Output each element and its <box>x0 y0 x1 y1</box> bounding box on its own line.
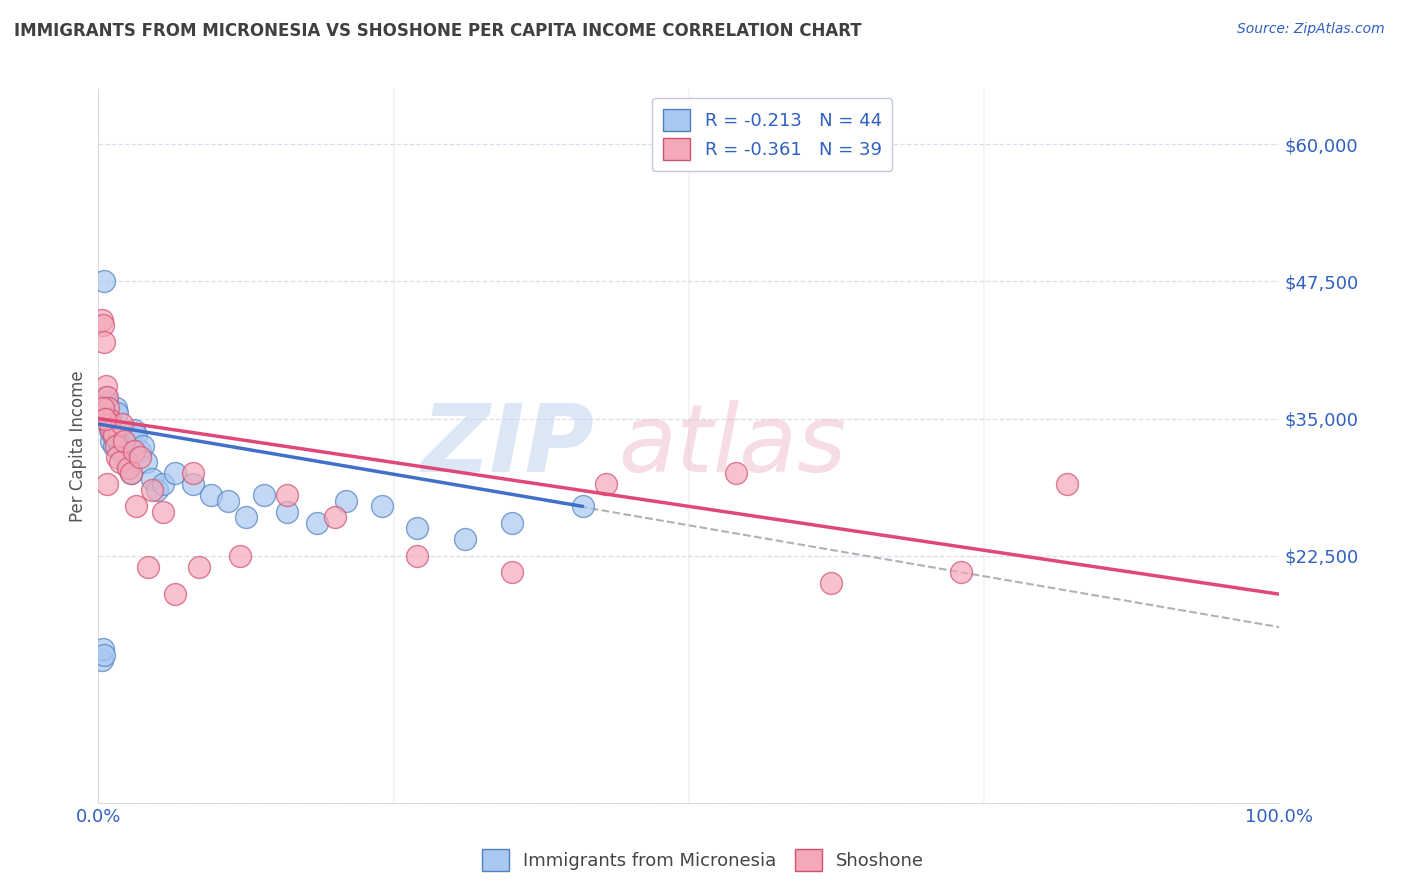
Point <box>94 411 117 425</box>
Point <box>187 559 209 574</box>
Point <box>93 648 115 662</box>
Point <box>595 477 617 491</box>
Point <box>112 439 135 453</box>
Point <box>217 494 239 508</box>
Point <box>276 488 298 502</box>
Point <box>949 566 972 580</box>
Point <box>820 576 842 591</box>
Point <box>152 505 174 519</box>
Point <box>181 467 204 481</box>
Point <box>93 274 115 288</box>
Point <box>128 444 150 458</box>
Point <box>501 516 523 530</box>
Text: Source: ZipAtlas.com: Source: ZipAtlas.com <box>1237 22 1385 37</box>
Point <box>152 477 174 491</box>
Point <box>725 467 748 481</box>
Text: ZIP: ZIP <box>422 400 595 492</box>
Point <box>96 477 118 491</box>
Point <box>112 434 135 448</box>
Point <box>91 318 114 333</box>
Text: atlas: atlas <box>619 401 846 491</box>
Point <box>253 488 276 502</box>
Point <box>105 439 128 453</box>
Point <box>501 566 523 580</box>
Point <box>101 428 124 442</box>
Point <box>97 411 120 425</box>
Point <box>111 417 134 431</box>
Point <box>111 434 134 448</box>
Point <box>103 428 125 442</box>
Point <box>96 390 118 404</box>
Point <box>96 395 118 409</box>
Point <box>100 434 122 448</box>
Point <box>105 406 128 420</box>
Point <box>453 533 475 547</box>
Point <box>335 494 357 508</box>
Point <box>200 488 222 502</box>
Legend: R = -0.213   N = 44, R = -0.361   N = 39: R = -0.213 N = 44, R = -0.361 N = 39 <box>652 98 893 171</box>
Point <box>125 500 148 514</box>
Legend: Immigrants from Micronesia, Shoshone: Immigrants from Micronesia, Shoshone <box>475 842 931 879</box>
Point <box>98 417 121 431</box>
Point <box>98 417 121 431</box>
Point <box>115 455 138 469</box>
Point <box>93 334 115 349</box>
Point <box>103 439 125 453</box>
Point <box>122 444 145 458</box>
Point <box>121 467 143 481</box>
Point <box>91 312 114 326</box>
Point <box>165 467 187 481</box>
Point <box>108 444 131 458</box>
Point <box>135 455 157 469</box>
Point <box>98 411 121 425</box>
Point <box>97 401 120 415</box>
Point <box>406 521 429 535</box>
Point <box>1056 477 1078 491</box>
Point <box>118 461 141 475</box>
Point <box>276 505 298 519</box>
Point <box>406 549 429 563</box>
Point <box>229 549 252 563</box>
Point <box>235 510 257 524</box>
Point <box>91 401 114 415</box>
Point <box>305 516 328 530</box>
Point <box>94 390 117 404</box>
Point <box>117 461 139 475</box>
Point <box>323 510 346 524</box>
Point <box>181 477 204 491</box>
Point <box>141 483 163 497</box>
Point <box>112 450 135 464</box>
Point <box>125 428 148 442</box>
Point <box>91 642 114 657</box>
Point <box>100 423 122 437</box>
Point <box>108 455 131 469</box>
Point <box>107 434 129 448</box>
Point <box>571 500 593 514</box>
Point <box>121 467 143 481</box>
Point <box>128 450 150 464</box>
Point <box>132 439 155 453</box>
Point <box>91 653 114 667</box>
Point <box>98 423 121 437</box>
Point <box>136 559 159 574</box>
Point <box>105 450 128 464</box>
Text: IMMIGRANTS FROM MICRONESIA VS SHOSHONE PER CAPITA INCOME CORRELATION CHART: IMMIGRANTS FROM MICRONESIA VS SHOSHONE P… <box>14 22 862 40</box>
Point <box>165 587 187 601</box>
Point <box>94 378 117 392</box>
Point <box>371 500 394 514</box>
Point <box>146 483 169 497</box>
Point <box>105 401 128 415</box>
Y-axis label: Per Capita Income: Per Capita Income <box>69 370 87 522</box>
Point <box>141 472 163 486</box>
Point <box>122 423 145 437</box>
